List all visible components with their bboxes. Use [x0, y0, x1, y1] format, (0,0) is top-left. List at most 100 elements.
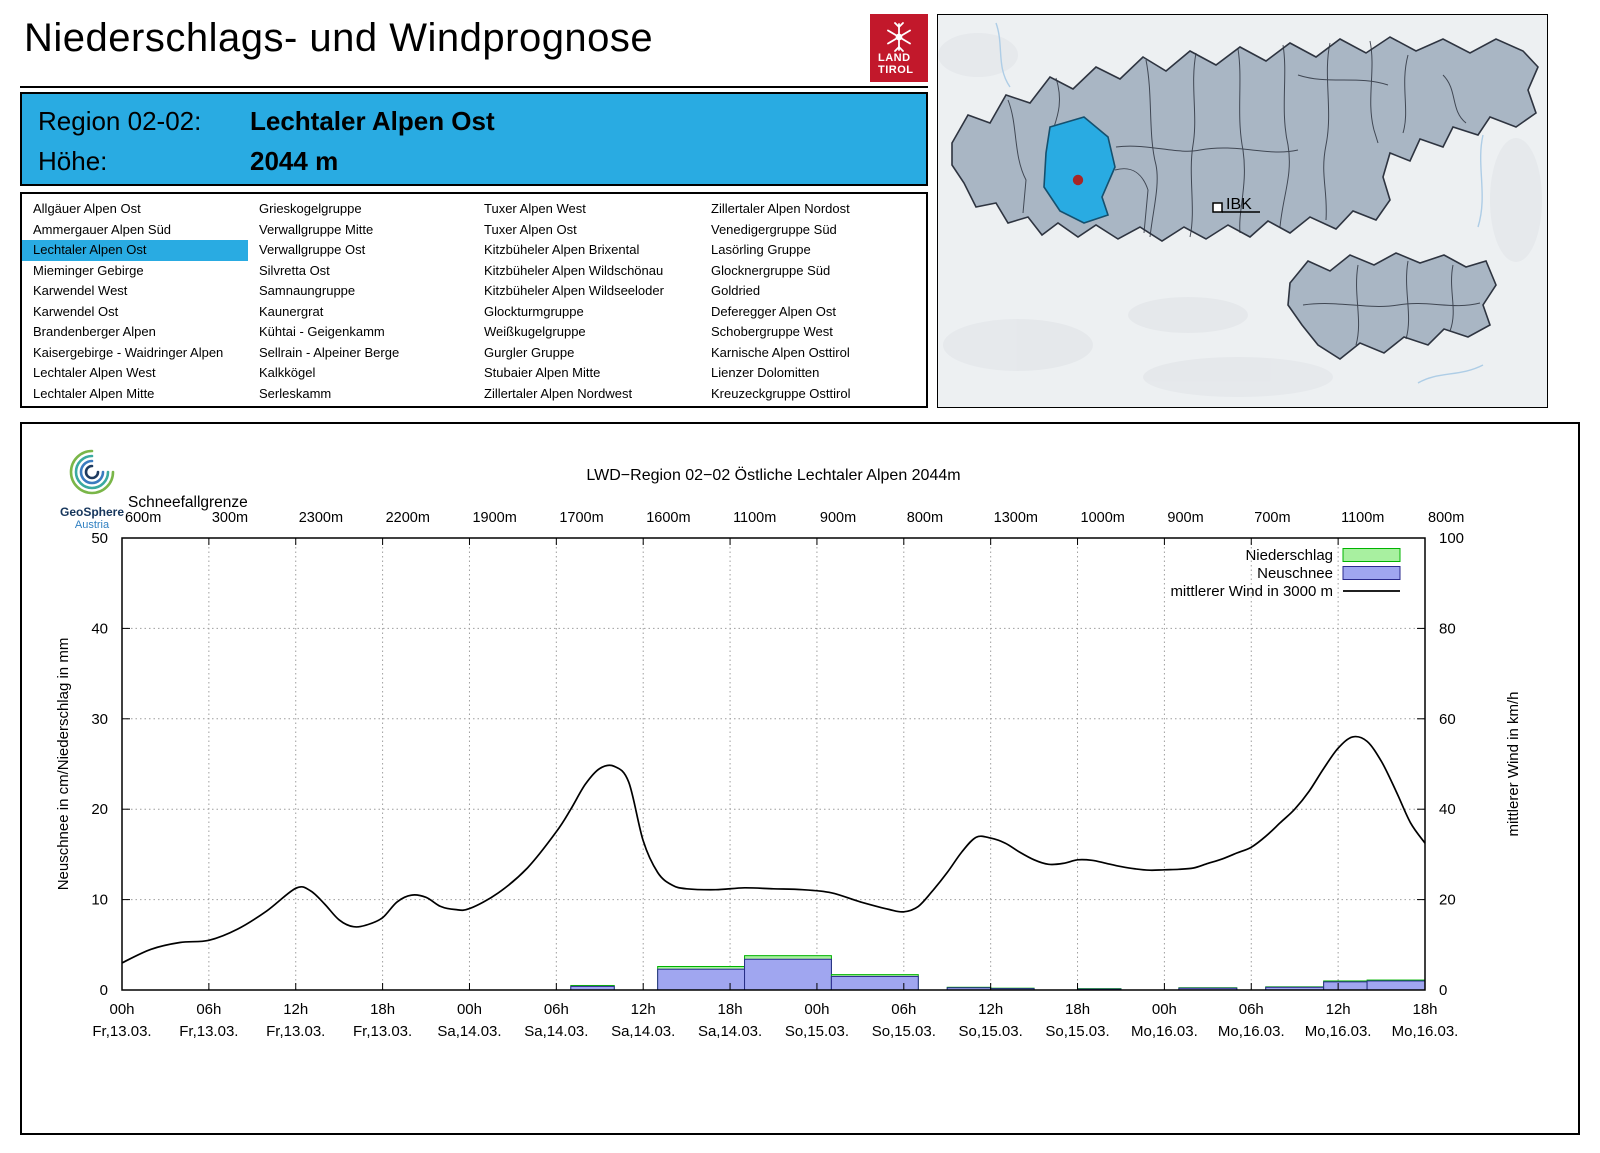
region-list-item[interactable]: Glocknergruppe Süd	[711, 262, 831, 278]
y2-axis-tick-label: 20	[1439, 892, 1456, 909]
y2-axis-tick-label: 100	[1439, 530, 1464, 547]
region-list-item[interactable]: Verwallgruppe Mitte	[259, 221, 374, 237]
region-list-item[interactable]: Silvretta Ost	[259, 262, 330, 278]
x-tick-date: Fr,13.03.	[266, 1023, 325, 1040]
x-tick-date: Sa,14.03.	[611, 1023, 675, 1040]
region-list-column: Tuxer Alpen West Tuxer Alpen Ost Kitzbühel…	[473, 199, 700, 406]
x-tick-date: Fr,13.03.	[353, 1023, 412, 1040]
east-district-borders	[1302, 260, 1481, 346]
x-tick-date: So,15.03.	[785, 1023, 849, 1040]
region-list-item[interactable]: Lienzer Dolomitten	[711, 365, 820, 380]
region-list-item[interactable]: Zillertaler Alpen Nordost	[711, 201, 850, 216]
region-list-item[interactable]: Allgäuer Alpen Ost	[33, 201, 141, 216]
region-list-item[interactable]: Verwallgruppe Ost	[259, 242, 366, 257]
region-list-item[interactable]: Kühtai - Geigenkamm	[259, 324, 385, 339]
x-tick-date: Sa,14.03.	[524, 1023, 588, 1040]
region-list-item[interactable]: Lechtaler Alpen Ost	[22, 240, 248, 261]
forecast-chart: 00h Fr,13.03. 600m 06h Fr,13.03. 300m 12h Fr,13…	[55, 466, 1522, 1040]
region-list-item[interactable]: Lasörling Gruppe	[711, 242, 811, 257]
district-borders	[1007, 40, 1467, 238]
region-list-item[interactable]: Kitzbüheler Alpen Wildseeloder	[484, 283, 664, 298]
map-panel: IBK	[937, 14, 1548, 408]
region-list-item[interactable]: Serleskamm	[259, 385, 332, 401]
map-region-highlighted[interactable]	[1043, 116, 1116, 224]
y2-axis-tick-label: 80	[1439, 620, 1456, 637]
region-list-item[interactable]: Tuxer Alpen Ost	[484, 221, 577, 237]
region-list-item[interactable]: Kreuzeckgruppe Osttirol	[711, 385, 851, 401]
terrain-shading	[938, 33, 1542, 397]
x-tick-date: Mo,16.03.	[1131, 1023, 1198, 1040]
legend-label: Neuschnee	[1257, 565, 1333, 582]
region-list-item[interactable]: Glockturmgruppe	[484, 303, 584, 319]
ibk-marker	[1212, 202, 1223, 213]
y2-axis-label: mittlerer Wind in km/h	[1505, 691, 1522, 836]
region-list-item[interactable]: Karnische Alpen Osttirol	[711, 344, 850, 360]
legend-label: mittlerer Wind in 3000 m	[1170, 583, 1333, 600]
y-axis-tick-label: 40	[91, 620, 108, 637]
x-tick-time: 12h	[283, 1001, 308, 1018]
x-tick-date: Fr,13.03.	[92, 1023, 151, 1040]
snowline-value: 1900m	[472, 510, 516, 526]
region-list-item[interactable]: Kaisergebirge - Waidringer Alpen	[33, 344, 224, 360]
snowline-value: 2200m	[386, 510, 430, 526]
region-list-item[interactable]: Goldried	[711, 283, 761, 298]
x-tick-time: 00h	[1152, 1001, 1177, 1018]
legend-label: Niederschlag	[1245, 547, 1333, 564]
snowline-value: 600m	[125, 510, 161, 526]
region-list-item[interactable]: Kaunergrat	[259, 303, 324, 319]
region-list-item[interactable]: Zillertaler Alpen Nordwest	[484, 385, 633, 401]
snowline-label: Schneefallgrenze	[128, 494, 248, 511]
region-list-item[interactable]: Samnaungruppe	[259, 283, 356, 298]
region-list-item[interactable]: Venedigergruppe Süd	[711, 221, 837, 237]
region-list-item[interactable]: Karwendel Ost	[33, 303, 119, 319]
y2-axis-tick-label: 40	[1439, 801, 1456, 818]
x-tick-date: So,15.03.	[872, 1023, 936, 1040]
region-list-item[interactable]: Ammergauer Alpen Süd	[33, 221, 172, 237]
geosphere-spiral-icon	[69, 449, 115, 495]
geosphere-sub: Austria	[74, 519, 110, 531]
region-list-item[interactable]: Lechtaler Alpen Mitte	[33, 385, 155, 401]
region-list-item[interactable]: Deferegger Alpen Ost	[711, 303, 837, 319]
height-value: 2044 m	[250, 145, 339, 176]
region-marker-dot	[1072, 174, 1084, 186]
land-tirol-logo: LAND TIROL	[870, 14, 928, 82]
height-label: Höhe:	[38, 145, 108, 176]
ibk-label: IBK	[1226, 196, 1252, 213]
region-list-item[interactable]: Kalkkögel	[259, 365, 316, 380]
x-tick-time: 06h	[891, 1001, 916, 1018]
tirol-map[interactable]: IBK	[938, 15, 1547, 407]
region-list-column: Allgäuer Alpen Ost Ammergauer Alpen Süd Le…	[22, 199, 248, 406]
snowline-value: 1700m	[559, 510, 603, 526]
region-list-item[interactable]: Brandenberger Alpen	[33, 324, 156, 339]
region-list-item[interactable]: Gurgler Gruppe	[484, 344, 575, 360]
region-value: Lechtaler Alpen Ost	[250, 105, 495, 136]
tirol-emblem-icon	[887, 22, 911, 52]
region-list-item[interactable]: Kitzbüheler Alpen Brixental	[484, 242, 640, 257]
snowline-value: 900m	[1167, 510, 1203, 526]
region-list-item[interactable]: Lechtaler Alpen West	[33, 365, 156, 380]
x-tick-date: Fr,13.03.	[179, 1023, 238, 1040]
region-list-item[interactable]: Kitzbüheler Alpen Wildschönau	[484, 262, 664, 278]
y2-axis-tick-label: 0	[1439, 982, 1447, 999]
y-axis-tick-label: 10	[91, 892, 108, 909]
x-tick-date: Mo,16.03.	[1218, 1023, 1285, 1040]
x-tick-time: 12h	[631, 1001, 656, 1018]
snowline-value: 700m	[1254, 510, 1290, 526]
neuschnee-bar	[657, 968, 746, 991]
snowline-value: 800m	[907, 510, 943, 526]
geosphere-logo: GeoSphere Austria	[44, 446, 140, 531]
x-tick-time: 18h	[1065, 1001, 1090, 1018]
region-list-item[interactable]: Sellrain - Alpeiner Berge	[259, 344, 400, 360]
region-list-item[interactable]: Grieskogelgruppe	[259, 201, 362, 216]
region-list-item[interactable]: Karwendel West	[33, 283, 128, 298]
region-list-item[interactable]: Weißkugelgruppe	[484, 324, 586, 339]
region-list-item[interactable]: Tuxer Alpen West	[484, 201, 586, 216]
region-list-item[interactable]: Mieminger Gebirge	[33, 262, 144, 278]
y-axis-tick-label: 20	[91, 801, 108, 818]
region-list-item[interactable]: Schobergruppe West	[711, 324, 833, 339]
region-list-item[interactable]: Stubaier Alpen Mitte	[484, 365, 601, 380]
snowline-value: 1300m	[994, 510, 1038, 526]
x-tick-date: Sa,14.03.	[698, 1023, 762, 1040]
plot-border	[121, 537, 1426, 991]
header-divider	[20, 86, 928, 88]
